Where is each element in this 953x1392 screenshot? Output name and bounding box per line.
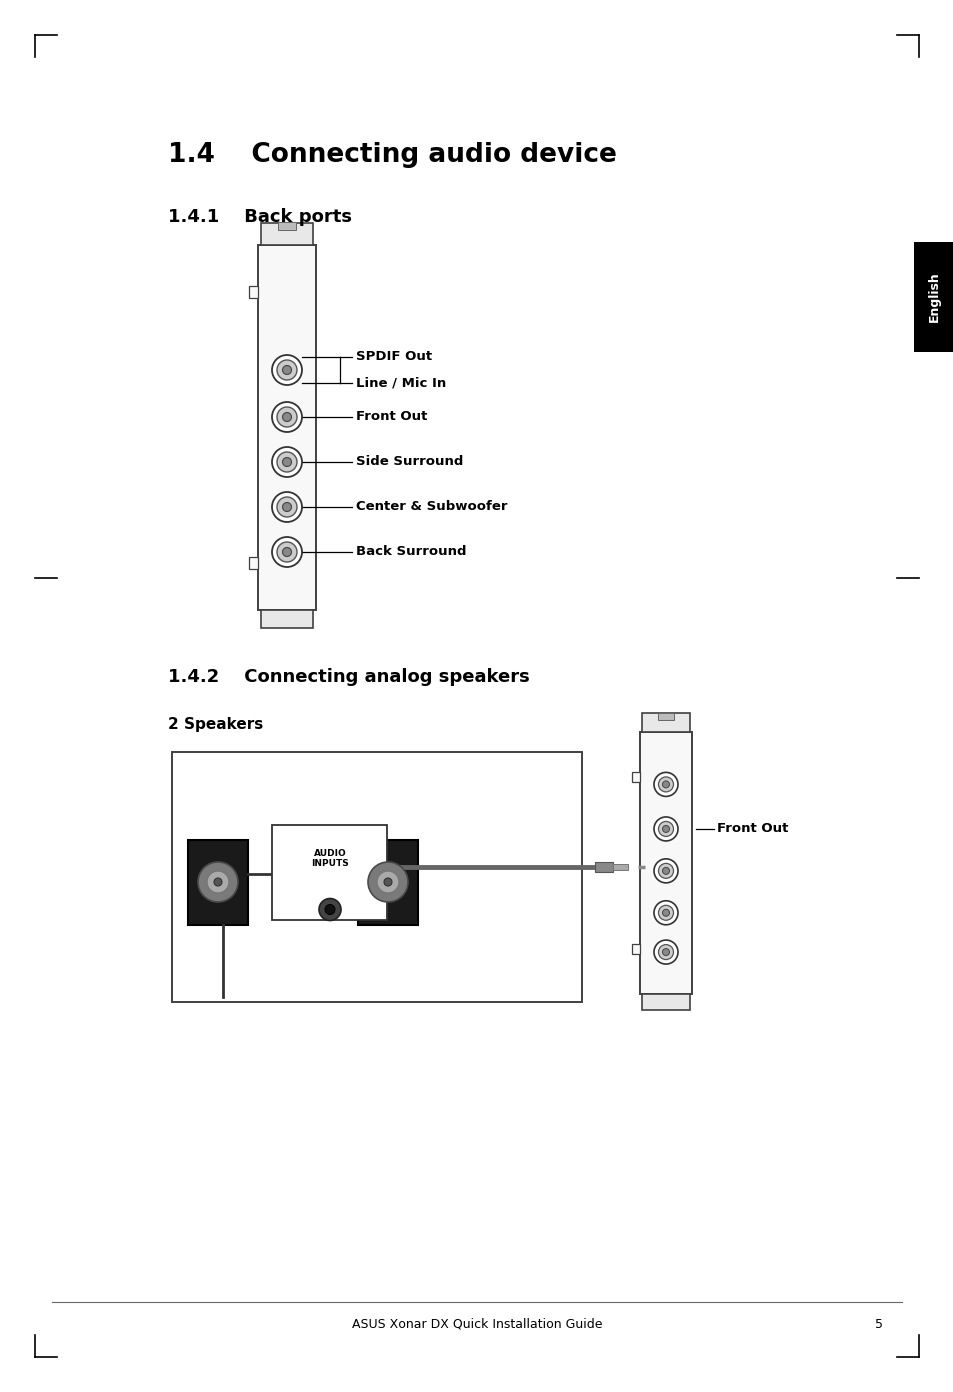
Circle shape [661,781,669,788]
Bar [261,223,313,245]
Circle shape [658,777,673,792]
Circle shape [282,366,292,374]
Bar [188,839,248,924]
Circle shape [276,497,296,516]
Circle shape [272,537,302,567]
Circle shape [272,355,302,386]
Circle shape [654,859,678,883]
Bar [257,245,315,610]
Text: 5: 5 [874,1317,882,1331]
Bar [277,221,295,230]
Bar [913,242,953,352]
Text: Line / Mic In: Line / Mic In [355,376,446,390]
Bar [172,752,581,1002]
Circle shape [661,948,669,955]
Circle shape [276,406,296,427]
Circle shape [276,361,296,380]
Circle shape [658,821,673,837]
Bar [249,557,257,568]
Circle shape [654,940,678,965]
Bar [641,713,689,732]
Text: INPUTS: INPUTS [311,859,349,869]
Bar [631,944,639,955]
Circle shape [654,901,678,924]
Bar [249,287,257,298]
Circle shape [384,878,392,885]
Bar [631,771,639,781]
Circle shape [272,402,302,432]
Text: Center & Subwoofer: Center & Subwoofer [355,501,507,514]
Text: 2 Speakers: 2 Speakers [168,717,263,732]
Circle shape [282,547,292,557]
Bar [639,732,691,994]
Bar [613,864,627,870]
Bar [273,824,387,920]
Circle shape [318,898,340,920]
Circle shape [658,905,673,920]
Bar [357,839,417,924]
Circle shape [654,773,678,796]
Bar [658,713,673,720]
Text: Front Out: Front Out [355,411,427,423]
Text: 1.4.2    Connecting analog speakers: 1.4.2 Connecting analog speakers [168,668,529,686]
Circle shape [658,863,673,878]
Circle shape [272,491,302,522]
Text: ASUS Xonar DX Quick Installation Guide: ASUS Xonar DX Quick Installation Guide [352,1317,601,1331]
Circle shape [658,945,673,959]
Text: Side Surround: Side Surround [355,455,463,469]
Circle shape [376,871,398,894]
Text: 1.4.1    Back ports: 1.4.1 Back ports [168,207,352,226]
Text: SPDIF Out: SPDIF Out [355,351,432,363]
Bar [261,610,313,628]
Circle shape [276,541,296,562]
Circle shape [661,825,669,832]
Text: 1.4    Connecting audio device: 1.4 Connecting audio device [168,142,617,168]
Circle shape [368,862,408,902]
Circle shape [661,867,669,874]
Circle shape [282,503,292,511]
Bar [641,994,689,1011]
Circle shape [213,878,222,885]
Circle shape [276,452,296,472]
Bar [595,862,613,871]
Text: AUDIO: AUDIO [314,849,346,859]
Text: Back Surround: Back Surround [355,546,466,558]
Circle shape [207,871,229,894]
Circle shape [198,862,237,902]
Circle shape [325,905,335,915]
Circle shape [282,412,292,422]
Circle shape [272,447,302,477]
Circle shape [654,817,678,841]
Text: Front Out: Front Out [717,823,787,835]
Circle shape [282,458,292,466]
Text: English: English [926,271,940,323]
Circle shape [661,909,669,916]
